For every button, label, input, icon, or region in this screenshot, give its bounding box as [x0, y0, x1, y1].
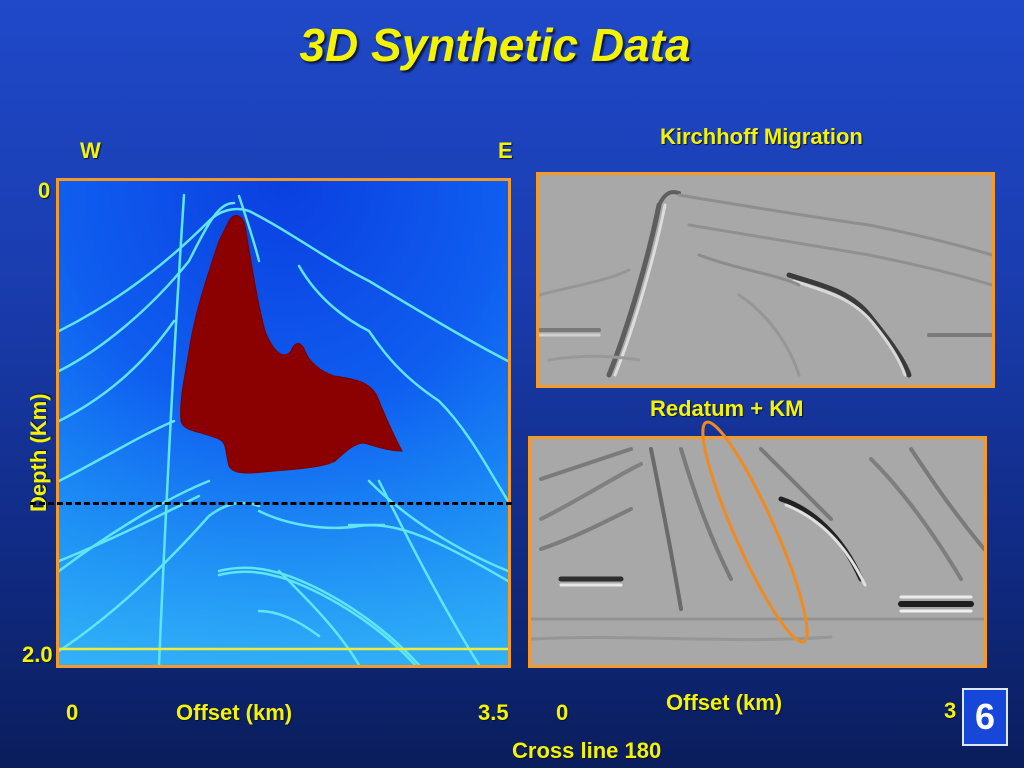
- depth-axis-label: Depth (Km): [26, 393, 51, 512]
- redatum-km-panel: [528, 436, 987, 668]
- right-x-axis-label: Offset (km): [666, 690, 783, 715]
- redatum-seismic-image: [531, 439, 984, 665]
- left-x-axis-label: Offset (km): [176, 700, 293, 725]
- right-x-min-label: 0: [556, 700, 569, 725]
- west-label: W: [80, 138, 101, 163]
- depth-top-label: 0: [38, 178, 51, 203]
- depth-bottom-label: 2.0: [22, 642, 53, 667]
- left-x-min-label: 0: [66, 700, 79, 725]
- kirchhoff-title: Kirchhoff Migration: [660, 124, 863, 149]
- depth-dashed-line: [30, 502, 512, 505]
- redatum-title: Redatum + KM: [650, 396, 804, 421]
- velocity-model-image: [59, 181, 508, 665]
- velocity-model-panel: [56, 178, 511, 668]
- left-x-max-label: 3.5: [478, 700, 509, 725]
- kirchhoff-migration-panel: [536, 172, 995, 388]
- highlight-ellipse: [701, 420, 809, 644]
- slide-title: 3D Synthetic Data: [299, 19, 691, 71]
- page-number-badge: 6: [962, 688, 1008, 746]
- east-label: E: [498, 138, 513, 163]
- right-x-max-label: 3: [944, 698, 957, 723]
- cross-line-caption: Cross line 180: [512, 738, 662, 763]
- kirchhoff-seismic-image: [539, 175, 992, 385]
